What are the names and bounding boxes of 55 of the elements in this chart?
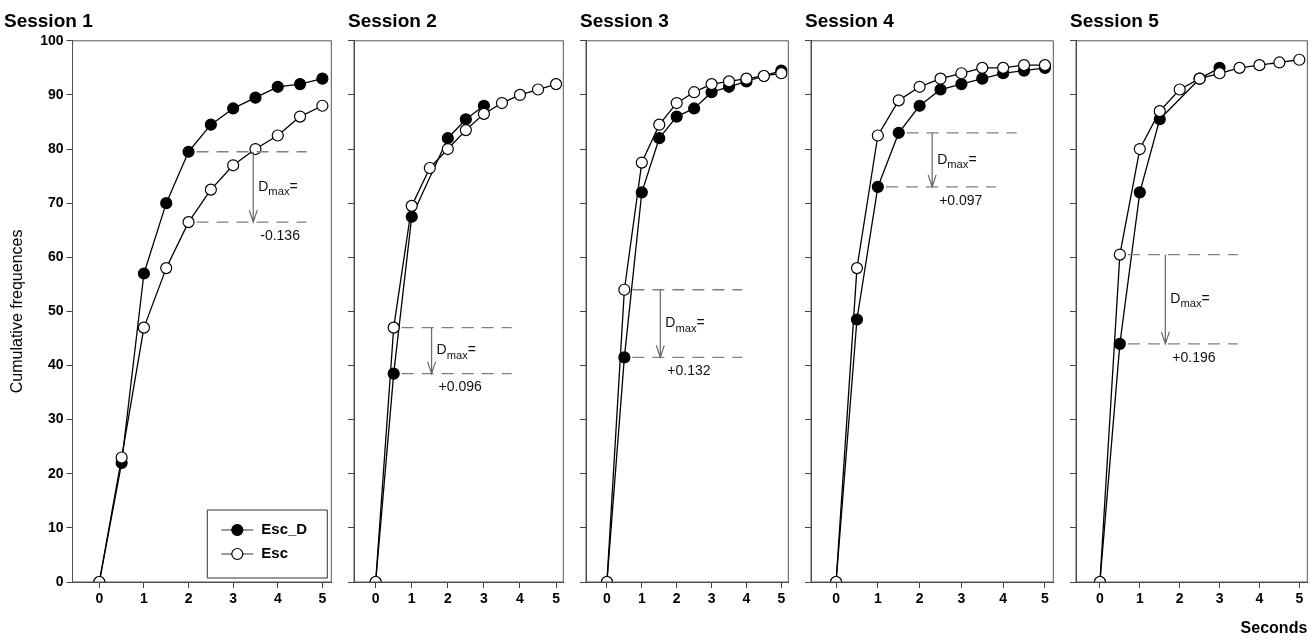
annotation: +0.132 xyxy=(667,362,711,379)
x-tick-label: 2 xyxy=(1175,590,1184,607)
x-tick-label: 2 xyxy=(443,590,452,607)
annotation: -0.136 xyxy=(260,226,301,243)
chart-title: Session 5 xyxy=(1070,9,1160,31)
y-tick-label: 80 xyxy=(47,139,64,156)
x-tick-label: 2 xyxy=(915,590,924,607)
x-tick-label: 3 xyxy=(957,590,966,607)
y-tick-label: 70 xyxy=(47,194,64,211)
y-tick-label: 20 xyxy=(47,464,64,481)
y-tick-label: 100 xyxy=(40,31,64,48)
annotation: +0.097 xyxy=(939,191,983,208)
y-tick-label: 10 xyxy=(47,518,64,535)
x-tick-label: 1 xyxy=(873,590,882,607)
x-tick-label: 0 xyxy=(371,590,380,607)
x-tick-label: 1 xyxy=(140,590,149,607)
y-axis-title: Cumulative frequences xyxy=(8,229,26,394)
y-tick-label: 0 xyxy=(55,572,64,589)
annotation: +0.196 xyxy=(1172,348,1216,365)
x-tick-label: 5 xyxy=(552,590,561,607)
x-tick-label: 0 xyxy=(1096,590,1105,607)
x-tick-label: 4 xyxy=(516,590,525,607)
x-tick-label: 2 xyxy=(672,590,681,607)
x-tick-label: 4 xyxy=(742,590,751,607)
x-tick-label: 3 xyxy=(480,590,489,607)
x-tick-label: 5 xyxy=(318,590,327,607)
y-tick-label: 40 xyxy=(47,356,64,373)
y-tick-label: 60 xyxy=(47,248,64,265)
legend-label: Esc_D xyxy=(261,520,308,538)
y-tick-label: 90 xyxy=(47,85,64,102)
y-tick-label: 30 xyxy=(47,410,64,427)
x-tick-label: 5 xyxy=(1295,590,1304,607)
x-tick-label: 3 xyxy=(707,590,716,607)
y-tick-label: 50 xyxy=(47,302,64,319)
x-tick-label: 3 xyxy=(1215,590,1224,607)
x-tick-label: 1 xyxy=(1135,590,1144,607)
x-tick-label: 2 xyxy=(184,590,193,607)
x-tick-label: 1 xyxy=(407,590,416,607)
x-tick-label: 4 xyxy=(273,590,282,607)
x-tick-label: 5 xyxy=(777,590,786,607)
x-tick-label: 1 xyxy=(637,590,646,607)
annotation: +0.096 xyxy=(438,378,483,395)
x-tick-label: 0 xyxy=(95,590,104,607)
chart-title: Session 3 xyxy=(580,9,669,31)
chart-title: Session 4 xyxy=(805,9,895,31)
x-axis-title: Seconds xyxy=(1240,618,1308,636)
x-tick-label: 4 xyxy=(999,590,1008,607)
x-tick-label: 3 xyxy=(229,590,238,607)
chart-title: Session 1 xyxy=(4,9,94,31)
x-tick-label: 5 xyxy=(1041,590,1050,607)
x-tick-label: 0 xyxy=(603,590,612,607)
legend-label: Esc xyxy=(261,544,288,562)
x-tick-label: 0 xyxy=(832,590,841,607)
x-tick-label: 4 xyxy=(1255,590,1264,607)
chart-title: Session 2 xyxy=(348,9,437,31)
